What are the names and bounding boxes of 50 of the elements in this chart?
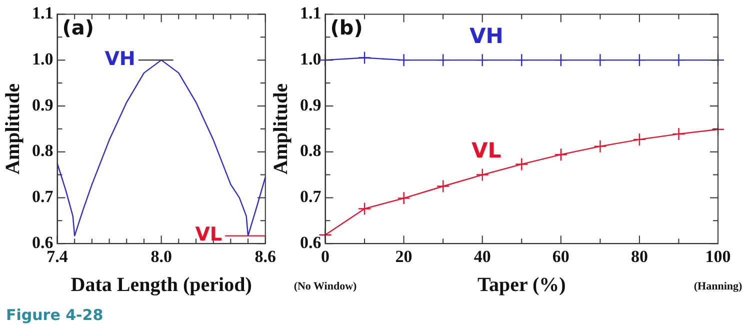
x-tick-label: 60: [552, 247, 570, 266]
point: [358, 202, 372, 216]
x-tick-label: 8.0: [150, 247, 172, 266]
y-tick-label: 0.7: [32, 187, 54, 206]
point: [515, 158, 528, 171]
y-tick-label: 0.8: [32, 141, 54, 160]
point: [436, 53, 450, 67]
point: [554, 53, 568, 67]
series-label: VL: [472, 138, 502, 163]
point: [397, 53, 410, 67]
x-axis-title: Data Length (period): [70, 274, 252, 296]
caption: Figure 4-28: [6, 306, 104, 324]
point: [672, 53, 686, 67]
point: [554, 148, 568, 162]
y-axis-title: Amplitude: [2, 83, 24, 174]
point: [397, 192, 410, 205]
y-tick-label: 1.1: [32, 4, 54, 23]
text: (No Window): [294, 280, 358, 292]
annotation: VL: [195, 224, 222, 246]
x-axis-title: Taper (%): [477, 274, 566, 296]
text: (Hanning): [694, 280, 742, 292]
point: [672, 127, 686, 141]
chart-title: (a): [62, 15, 94, 40]
x-tick-label: 80: [630, 247, 648, 266]
x-tick-label: 8.6: [254, 247, 276, 266]
point: [358, 51, 372, 64]
point: [632, 132, 646, 146]
series-label: VH: [469, 24, 504, 48]
point: [594, 53, 607, 67]
point: [476, 53, 489, 67]
point: [436, 180, 450, 193]
y-tick-label: 0.9: [300, 95, 322, 114]
y-tick-label: 0.8: [300, 141, 322, 160]
x-tick-label: 40: [474, 247, 491, 266]
x-tick-label: 0: [321, 247, 330, 266]
point: [476, 168, 489, 182]
point: [632, 53, 646, 67]
y-tick-label: 0.7: [300, 187, 322, 206]
point: [594, 140, 607, 153]
x-tick-label: 20: [395, 247, 412, 266]
point: [515, 53, 528, 67]
chart-title: (b): [330, 15, 363, 40]
y-tick-label: 1.0: [32, 49, 54, 68]
y-tick-label: 1.0: [300, 49, 322, 68]
y-tick-label: 0.6: [300, 232, 322, 252]
y-tick-label: 1.1: [300, 4, 322, 23]
y-tick-label: 0.9: [32, 95, 54, 114]
annotation: VH: [104, 48, 136, 70]
y-axis-title: Amplitude: [270, 83, 292, 174]
x-tick-label: 100: [705, 247, 731, 266]
